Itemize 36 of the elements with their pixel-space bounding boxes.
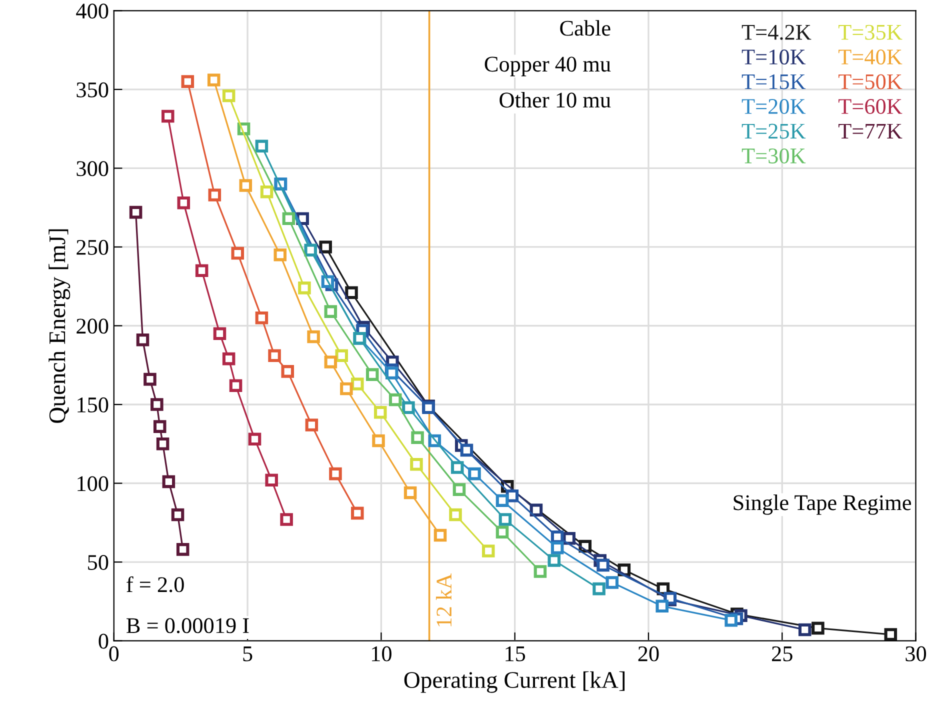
x-tick-label: 0 [109,646,119,662]
x-tick-label: 20 [638,646,659,662]
ref-line-label: 12 kA [436,573,452,626]
annotation: Cable [560,20,610,36]
x-tick-label: 10 [372,646,392,662]
y-tick-label: 400 [76,4,108,19]
y-tick-label: 50 [88,554,108,570]
y-tick-label: 200 [76,318,108,334]
text: T=15K [742,74,806,90]
x-tick-label: 5 [243,646,252,662]
x-tick-label: 30 [906,646,926,662]
y-tick-label: 350 [76,82,108,98]
y-tick-label: 300 [76,161,108,176]
text: T=60K [838,98,902,114]
y-tick-label: 100 [78,476,108,492]
text: T=10K [742,50,806,65]
text: T=20K [742,98,806,114]
text: T=35K [838,24,902,40]
y-axis-title: Quench Energy [mJ] [48,229,70,423]
annotation: B = 0.00019 I [126,618,249,634]
x-tick-label: 25 [772,646,792,662]
text: T=77K [838,124,902,138]
text: T=50K [838,74,902,90]
x-tick-label: 15 [506,646,526,662]
text: T=40K [838,50,902,65]
y-tick-label: 250 [76,240,108,255]
text: T=25K [742,124,806,139]
text: T=30K [742,148,806,164]
annotation: Other 10 mu [500,92,611,108]
annotation: f = 2.0 [126,576,184,592]
y-tick-label: 150 [78,397,108,412]
x-axis-title: Operating Current [kA] [404,671,625,693]
text: T=4.2K [742,24,812,40]
annotation: Single Tape Regime [734,494,912,515]
annotation: Copper 40 mu [484,56,611,76]
y-tick-label: 0 [98,634,108,649]
